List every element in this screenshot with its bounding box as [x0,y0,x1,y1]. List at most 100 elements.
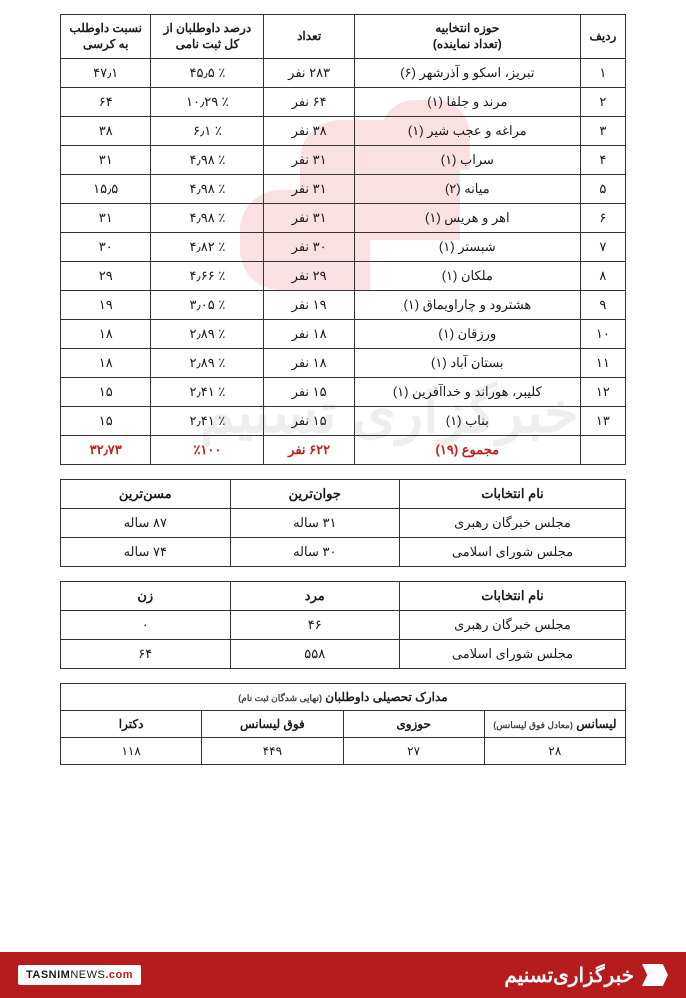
education-table: مدارک تحصیلی داوطلبان (نهایی شدگان ثبت ن… [60,683,626,765]
cell-ratio: ۱۸ [61,349,151,378]
edu-hdr-foq: فوق لیسانس [202,711,343,738]
cell-male: ۵۵۸ [230,640,400,669]
cell-ratio: ۶۴ [61,88,151,117]
age-hdr-young: جوان‌ترین [230,480,400,509]
cell-n: ۴ [580,146,625,175]
cell-pct: ٪ ۴٫۶۶ [151,262,264,291]
cell-n: ۲ [580,88,625,117]
edu-title-sub: (نهایی شدگان ثبت نام) [238,693,322,703]
cell-ratio: ۱۸ [61,320,151,349]
table-row: مجلس شورای اسلامی۵۵۸۶۴ [61,640,626,669]
cell-female: ۶۴ [61,640,231,669]
table-row: ۷شبستر (۱)۳۰ نفر٪ ۴٫۸۲۳۰ [61,233,626,262]
cell-count: ۱۵ نفر [264,378,354,407]
cell-count: ۲۹ نفر [264,262,354,291]
cell-district: میانه (۲) [354,175,580,204]
table-row: ۱۲کلیبر، هوراند و خداآفرین (۱)۱۵ نفر٪ ۲٫… [61,378,626,407]
cell-ratio: ۱۵ [61,407,151,436]
edu-val-doctor: ۱۱۸ [61,738,202,765]
cell-pct: ٪ ۲٫۸۹ [151,349,264,378]
cell-ratio: ۱۵٫۵ [61,175,151,204]
table-row: مجلس خبرگان رهبری۳۱ ساله۸۷ ساله [61,509,626,538]
table-row: ۱۳بناب (۱)۱۵ نفر٪ ۲٫۴۱۱۵ [61,407,626,436]
cell-ratio: ۳۱ [61,146,151,175]
cell-ratio: ۳۸ [61,117,151,146]
footer-site-badge: TASNIMNEWS.com [18,965,141,985]
edu-val-lisans: ۲۸ [484,738,625,765]
table-row: ۱۱بستان آباد (۱)۱۸ نفر٪ ۲٫۸۹۱۸ [61,349,626,378]
cell-n: ۱ [580,59,625,88]
cell-ratio: ۱۵ [61,378,151,407]
cell-female: ۰ [61,611,231,640]
cell-count: ۳۰ نفر [264,233,354,262]
cell-n: ۱۱ [580,349,625,378]
cell-district: ورزقان (۱) [354,320,580,349]
edu-hdr-lisans: لیسانس (معادل فوق لیسانس) [484,711,625,738]
table-row: ۴سراب (۱)۳۱ نفر٪ ۴٫۹۸۳۱ [61,146,626,175]
cell-pct: ٪ ۴٫۹۸ [151,175,264,204]
cell-count: ۶۴ نفر [264,88,354,117]
cell-district: مراغه و عجب شیر (۱) [354,117,580,146]
total-ratio: ۳۲٫۷۳ [61,436,151,465]
hdr-district: حوزه انتخابیه (تعداد نماینده) [354,15,580,59]
cell-district: تبریز، اسکو و آذرشهر (۶) [354,59,580,88]
table-row: ۳مراغه و عجب شیر (۱)۳۸ نفر٪ ۶٫۱۳۸ [61,117,626,146]
cell-ratio: ۱۹ [61,291,151,320]
table-row: مجلس شورای اسلامی۳۰ ساله۷۴ ساله [61,538,626,567]
cell-district: کلیبر، هوراند و خداآفرین (۱) [354,378,580,407]
footer-site-b: NEWS [70,969,105,981]
cell-pct: ٪ ۴۵٫۵ [151,59,264,88]
cell-n: ۵ [580,175,625,204]
edu-hdr-hozavi: حوزوی [343,711,484,738]
cell-n: ۷ [580,233,625,262]
table-row: ۱۰ورزقان (۱)۱۸ نفر٪ ۲٫۸۹۱۸ [61,320,626,349]
cell-district: شبستر (۱) [354,233,580,262]
hdr-row: ردیف [580,15,625,59]
edu-val-foq: ۴۴۹ [202,738,343,765]
cell-pct: ٪ ۱۰٫۲۹ [151,88,264,117]
table-row: ۵میانه (۲)۳۱ نفر٪ ۴٫۹۸۱۵٫۵ [61,175,626,204]
cell-count: ۱۹ نفر [264,291,354,320]
cell-n: ۱۲ [580,378,625,407]
hdr-ratio: نسبت داوطلب به کرسی [61,15,151,59]
gender-hdr-male: مرد [230,582,400,611]
edu-hdr-lisans-main: لیسانس [576,717,616,731]
cell-ratio: ۲۹ [61,262,151,291]
cell-ratio: ۴۷٫۱ [61,59,151,88]
footer-brand-text: خبرگزاری‌تسنیم [504,963,634,988]
hdr-district-sub: (تعداد نماینده) [433,37,502,51]
cell-n: ۸ [580,262,625,291]
districts-table: ردیف حوزه انتخابیه (تعداد نماینده) تعداد… [60,14,626,465]
table-row: ۲مرند و جلفا (۱)۶۴ نفر٪ ۱۰٫۲۹۶۴ [61,88,626,117]
cell-pct: ٪ ۲٫۸۹ [151,320,264,349]
cell-young: ۳۱ ساله [230,509,400,538]
cell-pct: ٪ ۴٫۹۸ [151,146,264,175]
cell-count: ۱۸ نفر [264,320,354,349]
cell-n: ۱۳ [580,407,625,436]
table-row: ۱تبریز، اسکو و آذرشهر (۶)۲۸۳ نفر٪ ۴۵٫۵۴۷… [61,59,626,88]
cell-name: مجلس شورای اسلامی [400,640,626,669]
total-pct: ٪۱۰۰ [151,436,264,465]
cell-count: ۳۸ نفر [264,117,354,146]
cell-count: ۳۱ نفر [264,146,354,175]
footer-site-c: .com [105,969,133,981]
cell-name: مجلس خبرگان رهبری [400,611,626,640]
age-hdr-old: مسن‌ترین [61,480,231,509]
age-hdr-name: نام انتخابات [400,480,626,509]
hdr-district-main: حوزه انتخابیه [435,21,499,35]
cell-pct: ٪ ۲٫۴۱ [151,407,264,436]
cell-pct: ٪ ۴٫۸۲ [151,233,264,262]
table-row: مجلس خبرگان رهبری۴۶۰ [61,611,626,640]
hdr-count: تعداد [264,15,354,59]
tasnim-logo-icon [642,964,668,986]
cell-ratio: ۳۰ [61,233,151,262]
gender-hdr-female: زن [61,582,231,611]
gender-table: نام انتخابات مرد زن مجلس خبرگان رهبری۴۶۰… [60,581,626,669]
edu-title-main: مدارک تحصیلی داوطلبان [325,690,447,704]
cell-name: مجلس خبرگان رهبری [400,509,626,538]
cell-ratio: ۳۱ [61,204,151,233]
cell-name: مجلس شورای اسلامی [400,538,626,567]
table-total-row: مجموع (۱۹) ۶۲۲ نفر ٪۱۰۰ ۳۲٫۷۳ [61,436,626,465]
cell-district: هشترود و چاراویماق (۱) [354,291,580,320]
cell-old: ۷۴ ساله [61,538,231,567]
